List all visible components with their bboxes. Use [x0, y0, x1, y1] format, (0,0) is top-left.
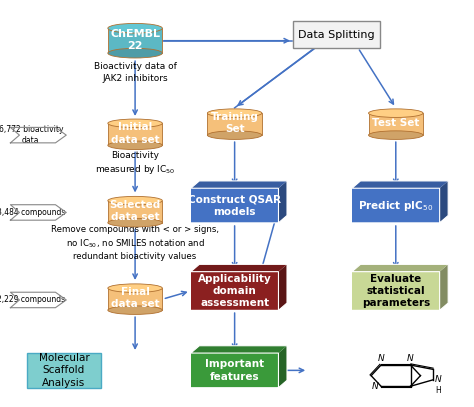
Text: Molecular
Scaffold
Analysis: Molecular Scaffold Analysis — [38, 353, 90, 388]
Text: Test Set: Test Set — [372, 118, 419, 128]
Text: Data Splitting: Data Splitting — [298, 30, 375, 39]
Polygon shape — [191, 346, 287, 353]
Bar — [191, 353, 278, 387]
Text: Construct QSAR
models: Construct QSAR models — [188, 194, 281, 217]
Bar — [27, 353, 101, 387]
Text: N: N — [407, 354, 414, 363]
Polygon shape — [207, 113, 262, 135]
Text: N: N — [435, 375, 442, 384]
Ellipse shape — [108, 141, 162, 149]
Polygon shape — [191, 181, 287, 188]
Text: Important
features: Important features — [205, 359, 264, 382]
Bar — [352, 272, 439, 310]
Polygon shape — [10, 205, 66, 220]
Text: Evaluate
statistical
parameters: Evaluate statistical parameters — [362, 274, 430, 309]
Polygon shape — [108, 288, 162, 310]
Ellipse shape — [207, 131, 262, 140]
Text: Bioactivity data of
JAK2 inhibitors: Bioactivity data of JAK2 inhibitors — [94, 62, 176, 83]
Text: Selected
data set: Selected data set — [109, 199, 161, 222]
Ellipse shape — [108, 306, 162, 314]
Text: Predict pIC$_{50}$: Predict pIC$_{50}$ — [358, 199, 433, 212]
Polygon shape — [108, 123, 162, 145]
Polygon shape — [10, 292, 66, 308]
Bar — [292, 21, 380, 48]
Ellipse shape — [108, 197, 162, 205]
Polygon shape — [352, 265, 448, 272]
Text: Remove compounds with < or > signs,
no IC$_{50}$, no SMILES notation and
redunda: Remove compounds with < or > signs, no I… — [51, 225, 219, 261]
Text: Applicability
domain
assessment: Applicability domain assessment — [198, 274, 272, 309]
Polygon shape — [439, 265, 448, 310]
Text: Bioactivity
measured by IC$_{50}$: Bioactivity measured by IC$_{50}$ — [95, 151, 175, 176]
Text: Final
data set: Final data set — [111, 287, 159, 309]
Polygon shape — [108, 201, 162, 223]
Ellipse shape — [368, 109, 423, 118]
Ellipse shape — [368, 131, 423, 140]
Bar — [191, 188, 278, 223]
Text: H: H — [435, 385, 441, 394]
Polygon shape — [279, 181, 287, 223]
Bar — [352, 188, 439, 223]
Polygon shape — [108, 28, 162, 53]
Text: 6,772 bioactivity
data: 6,772 bioactivity data — [0, 125, 63, 145]
Text: 2,229 compounds: 2,229 compounds — [0, 295, 65, 304]
Text: ChEMBL
22: ChEMBL 22 — [110, 28, 160, 51]
Ellipse shape — [108, 119, 162, 128]
Polygon shape — [10, 127, 66, 143]
Polygon shape — [352, 181, 448, 188]
Text: Initial
data set: Initial data set — [111, 122, 159, 144]
Bar — [191, 272, 278, 310]
Polygon shape — [279, 346, 287, 387]
Text: N: N — [372, 382, 379, 391]
Polygon shape — [279, 265, 287, 310]
Polygon shape — [191, 265, 287, 272]
Ellipse shape — [108, 24, 162, 33]
Text: Training
Set: Training Set — [210, 112, 259, 134]
Ellipse shape — [207, 109, 262, 118]
Ellipse shape — [108, 48, 162, 58]
Polygon shape — [368, 113, 423, 135]
Text: N: N — [378, 354, 384, 363]
Text: 3,484 compounds: 3,484 compounds — [0, 208, 65, 217]
Polygon shape — [439, 181, 448, 223]
Ellipse shape — [108, 284, 162, 292]
Ellipse shape — [108, 218, 162, 227]
